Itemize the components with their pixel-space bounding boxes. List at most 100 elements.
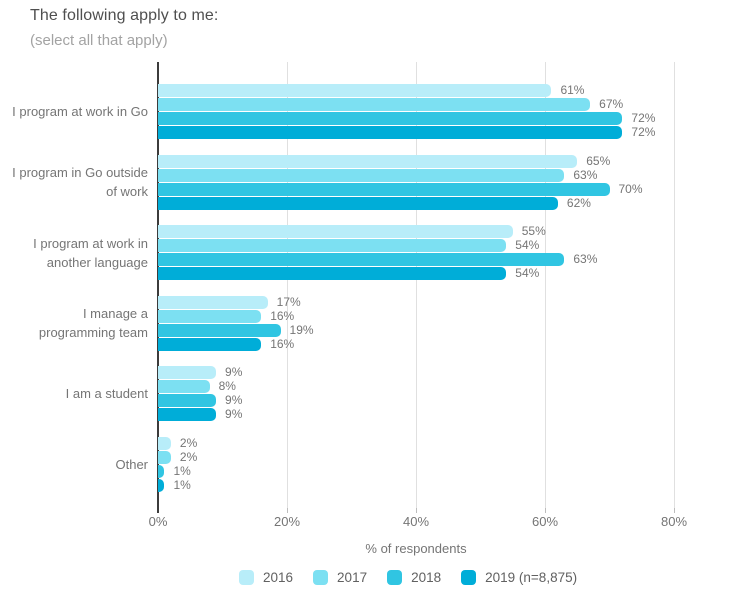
bar-value-label: 63% [573,167,598,182]
bar-2016-3 [158,225,513,238]
bar-row: 61% [158,84,674,97]
bar-row: 2% [158,449,674,464]
bar-row: 9% [158,366,674,379]
bar-2016-6 [158,436,171,450]
bar-2017-3 [158,239,507,252]
bar-2017-4 [158,309,262,323]
legend-swatch [461,570,477,585]
legend-item-2018: 2018 [387,570,441,585]
axis-tick-mark [416,508,417,513]
gridline [545,62,546,508]
legend-item-2019: 2019 (n=8,875) [461,570,577,585]
bar-value-label: 61% [560,83,585,97]
bar-row: 9% [158,408,674,421]
bar-value-label: 1% [173,477,191,492]
bar-row: 9% [158,394,674,407]
bar-value-label: 8% [218,379,236,393]
bar-row: 1% [158,477,674,492]
bar-2019-2 [158,196,558,210]
bar-2017-2 [158,168,565,182]
bar-2018-2 [158,182,610,196]
bar-value-label: 9% [225,407,243,421]
bar-value-label: 54% [515,238,540,252]
bar-row: 1% [158,463,674,478]
legend-item-2017: 2017 [313,570,367,585]
bar-2016-1 [158,84,552,97]
legend-item-2016: 2016 [239,570,293,585]
legend-label: 2017 [337,570,368,585]
bar-row: 16% [158,336,674,351]
bar-row: 16% [158,308,674,323]
bar-row: 63% [158,167,674,182]
bar-value-label: 2% [179,449,198,464]
bar-2017-1 [158,98,591,111]
bar-value-label: 9% [225,393,243,407]
legend-swatch [313,570,329,585]
x-tick-label: 0% [148,514,168,529]
bar-row: 8% [158,380,674,393]
bar-row: 54% [158,239,674,252]
bar-2019-4 [158,337,262,351]
bar-value-label: 62% [566,195,591,210]
gridline [287,62,288,508]
x-axis-title: % of respondents [365,541,467,556]
bar-row: 72% [158,112,674,125]
category-label: I manage a programming team [38,306,148,340]
bar-value-label: 65% [586,153,611,168]
category-label: I program at work in another language [33,235,148,270]
bar-row: 19% [158,322,674,337]
bar-2016-4 [158,295,268,309]
gridline [416,62,417,508]
bar-2018-6 [158,464,165,478]
bar-2019-1 [158,126,623,139]
bar-2018-5 [158,394,217,407]
legend-label: 2016 [263,570,294,585]
bar-value-label: 72% [631,125,656,139]
bar-row: 72% [158,126,674,139]
axis-tick-mark [674,508,675,513]
bar-value-label: 55% [521,224,546,238]
bar-row: 17% [158,294,674,309]
chart-subtitle: (select all that apply) [30,32,168,49]
bar-2016-5 [158,366,217,379]
bar-row: 54% [158,267,674,280]
bar-row: 2% [158,435,674,450]
bar-row: 67% [158,98,674,111]
x-tick-label: 80% [660,514,688,529]
bar-value-label: 16% [270,336,295,351]
legend-label: 2019 (n=8,875) [485,570,578,585]
category-label: I am a student [65,386,148,401]
gridline [674,62,675,508]
bar-2019-5 [158,408,217,421]
bar-value-label: 2% [179,435,198,450]
bar-value-label: 72% [631,111,656,125]
legend-swatch [387,570,403,585]
bar-row: 62% [158,195,674,210]
bar-2019-6 [158,478,165,492]
category-label: I program at work in Go [12,104,148,119]
bar-value-label: 19% [289,322,314,337]
bar-row: 63% [158,253,674,266]
x-tick-label: 20% [273,514,301,529]
bar-2018-3 [158,253,565,266]
bar-2018-4 [158,323,281,337]
plot-area: 61% 67% 72% 72% 65% 63% 70% 62% 55% 54% 63% 54% 17% 1… [157,62,675,513]
category-label: I program in Go outside of work [12,165,148,199]
x-tick-label: 40% [402,514,430,529]
bar-value-label: 9% [225,365,243,379]
bar-value-label: 17% [276,294,301,309]
bar-2017-6 [158,450,171,464]
category-label: Other [115,456,148,472]
bar-value-label: 70% [618,181,643,196]
bar-value-label: 1% [173,463,191,478]
bar-2017-5 [158,380,210,393]
legend: 2016 2017 2018 2019 (n=8,875) [239,570,577,585]
bar-value-label: 16% [270,308,295,323]
bar-2019-3 [158,267,507,280]
bar-row: 70% [158,181,674,196]
bar-2016-2 [158,154,578,168]
legend-swatch [239,570,254,585]
y-axis-line [157,62,159,513]
x-tick-label: 60% [531,514,559,529]
